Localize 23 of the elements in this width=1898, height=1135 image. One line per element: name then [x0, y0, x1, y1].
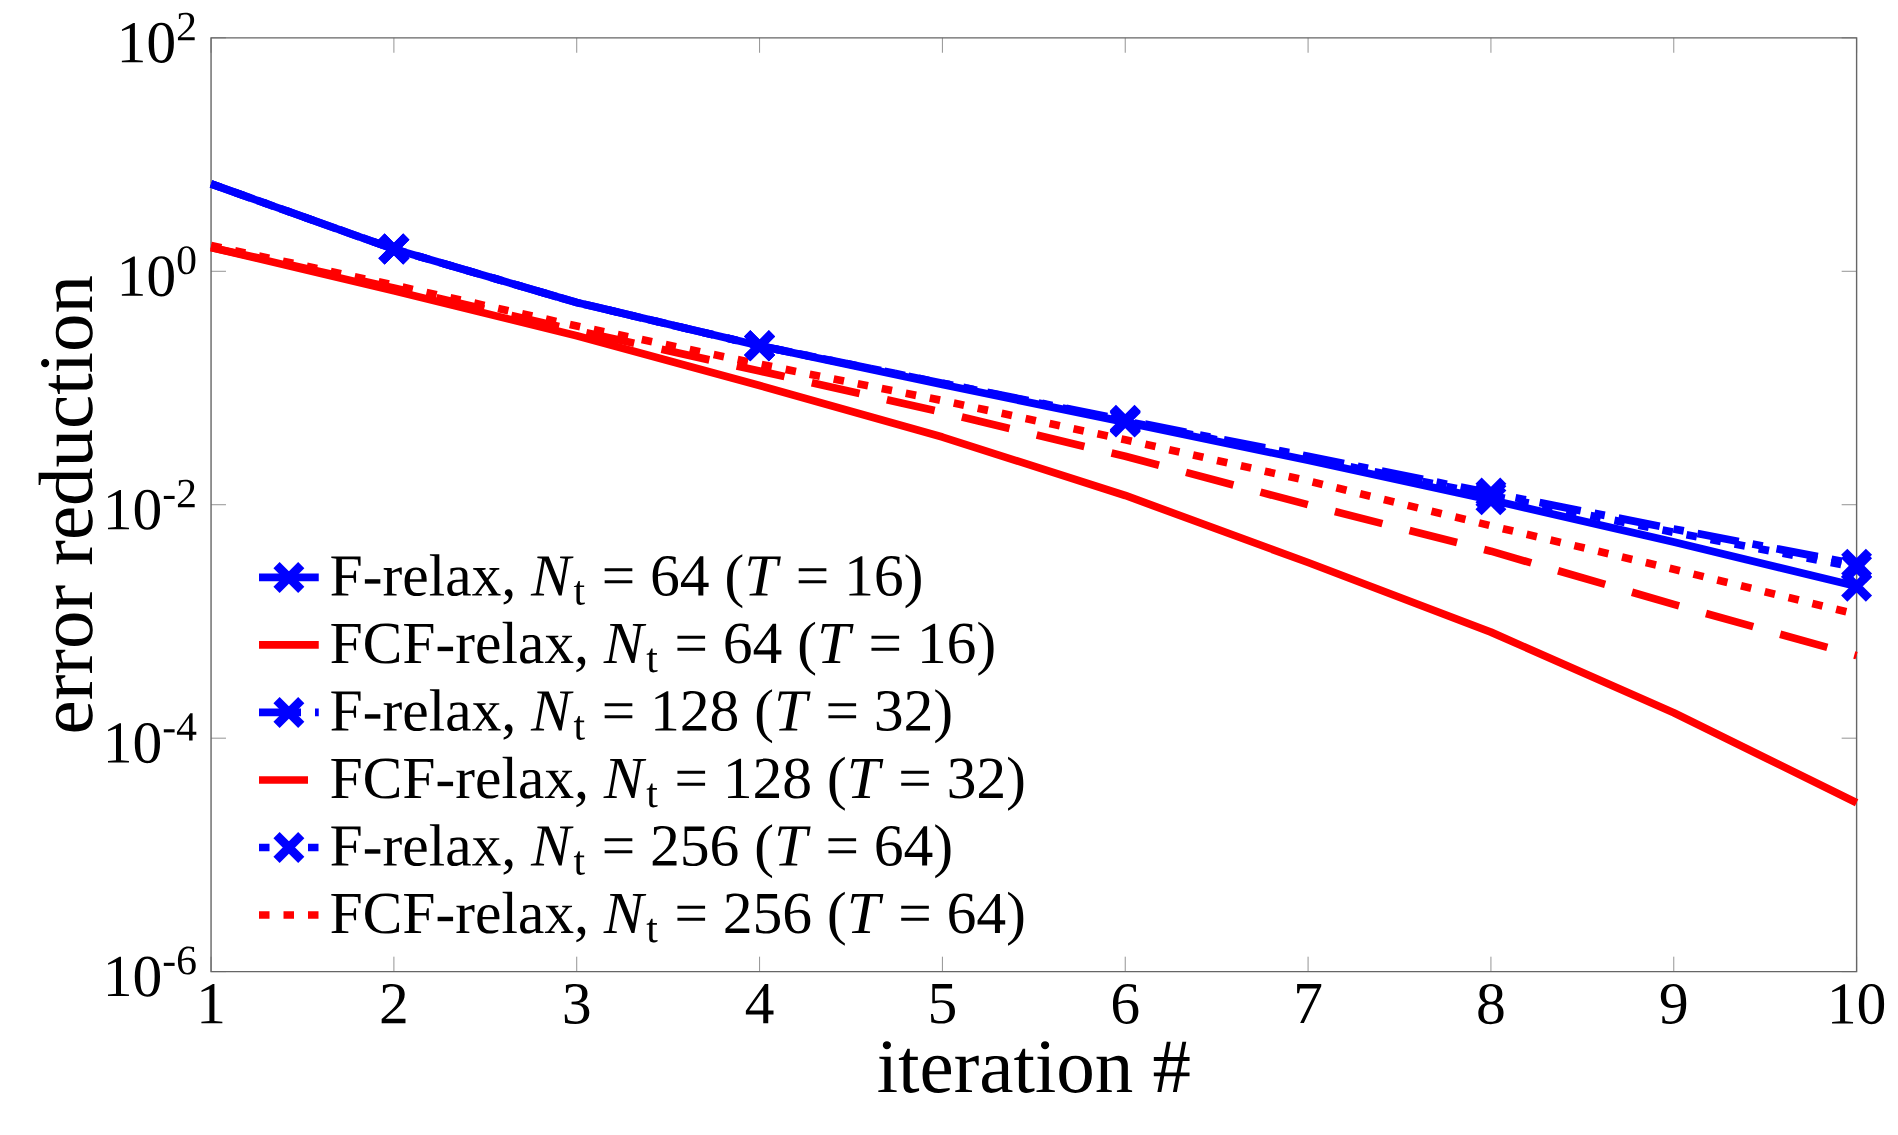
x-tick-label: 10 [1832, 984, 1885, 1025]
y-axis-title: error reduction [38, 276, 93, 732]
y-tick-label: 10$^{-4}$ [108, 713, 197, 764]
x-tick-label: 7 [1297, 984, 1322, 1023]
y-tick-label: 10$^{0}$ [121, 246, 196, 297]
x-tick-label: 4 [745, 984, 774, 1024]
legend-label: FCF-relax, N$_{t}$ = 256 (T = 64) [331, 891, 1024, 946]
x-tick-label: 8 [1478, 984, 1504, 1025]
y-tick-label: 10$^{-2}$ [108, 479, 195, 530]
legend-label: F-relax, N$_{t}$ = 256 (T = 64) [331, 824, 951, 879]
x-axis-title: iteration # [878, 1041, 1190, 1093]
legend-label: F-relax, N$_{t}$ = 128 (T = 32) [331, 689, 951, 744]
x-tick-label: 5 [931, 984, 955, 1024]
y-tick-label: 10$^{-6}$ [108, 946, 196, 997]
legend-label: FCF-relax, N$_{t}$ = 64 (T = 16) [331, 621, 994, 676]
x-tick-label: 2 [381, 984, 406, 1024]
x-tick-label: 3 [564, 984, 590, 1025]
x-tick-label: 6 [1112, 984, 1139, 1025]
y-tick-label: 10$^{2}$ [121, 12, 195, 63]
legend-label: FCF-relax, N$_{t}$ = 128 (T = 32) [331, 756, 1024, 811]
x-tick-label: 9 [1660, 984, 1687, 1025]
legend-label: F-relax, N$_{t}$ = 64 (T = 16) [331, 554, 921, 609]
x-tick-label: 1 [201, 984, 223, 1024]
